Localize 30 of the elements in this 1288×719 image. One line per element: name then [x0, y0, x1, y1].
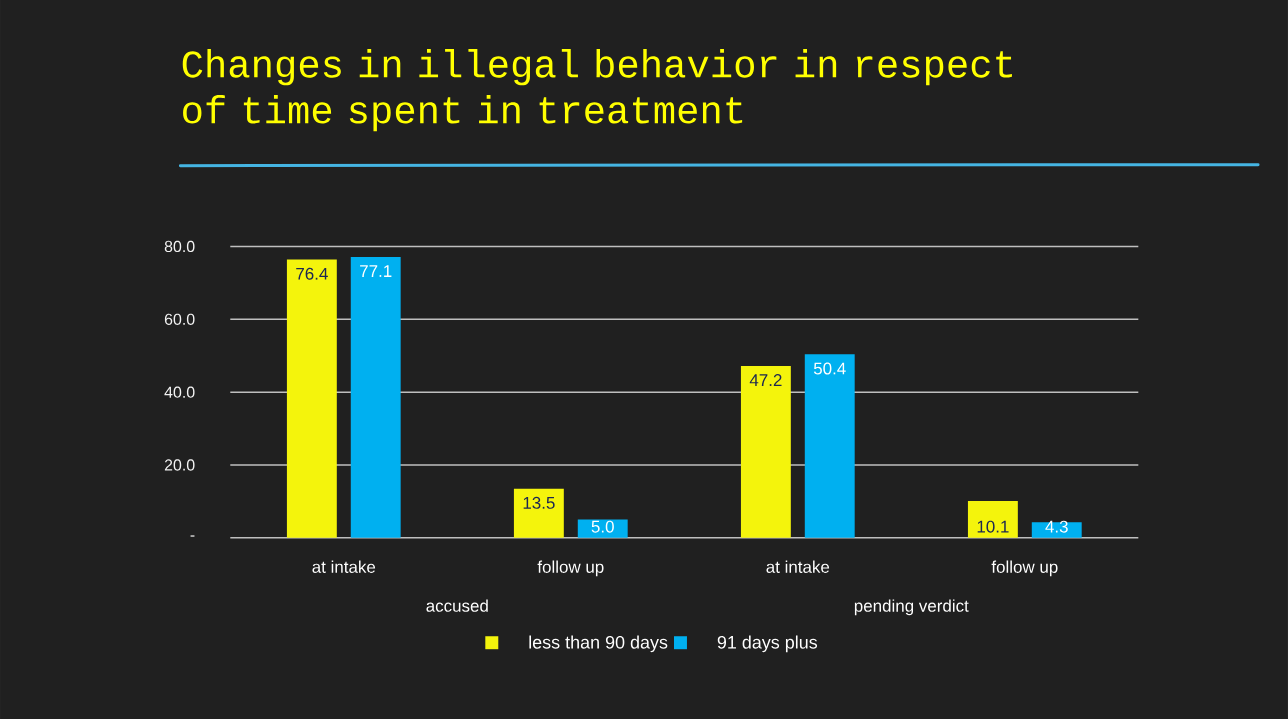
bar: [513, 488, 564, 538]
text: pending verdict: [854, 599, 969, 615]
bar: [286, 259, 337, 538]
bar: [804, 354, 855, 538]
y-tick-label: -: [190, 535, 195, 537]
legend-label: less than 90 days: [529, 635, 668, 652]
text: accused: [426, 599, 488, 612]
bar: [350, 256, 401, 538]
x-tick-label: follow up: [537, 560, 604, 577]
chart-title: Changes in illegal behavior in respect of time spent in treatment: [182, 48, 1012, 132]
data-label: 4.3: [1045, 520, 1068, 533]
y-tick-label: 20.0: [164, 459, 195, 471]
legend-label: 91 days plus: [717, 635, 818, 652]
bar: [740, 365, 791, 538]
x-tick-label: at intake: [312, 560, 376, 573]
data-label: 10.1: [977, 520, 1009, 533]
y-tick-label: 40.0: [164, 386, 195, 398]
x-tick-label: follow up: [991, 560, 1058, 577]
bar: [577, 519, 628, 538]
bar: [967, 500, 1018, 538]
data-label: 13.5: [523, 496, 555, 509]
data-label: 76.4: [296, 267, 328, 280]
data-label: 50.4: [813, 362, 846, 375]
data-label: 77.1: [360, 264, 392, 277]
y-tick-label: 80.0: [164, 240, 195, 252]
data-label: 5.0: [591, 520, 614, 533]
y-tick-label: 60.0: [164, 313, 195, 325]
data-label: 47.2: [749, 373, 782, 386]
x-tick-label: at intake: [766, 560, 830, 573]
bar: [1031, 521, 1082, 538]
